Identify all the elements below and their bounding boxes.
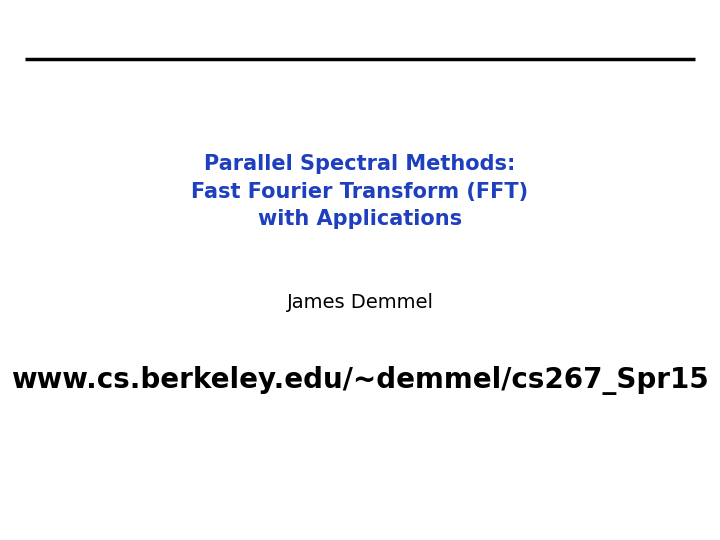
Text: www.cs.berkeley.edu/~demmel/cs267_Spr15: www.cs.berkeley.edu/~demmel/cs267_Spr15 [11, 366, 709, 395]
Text: Parallel Spectral Methods:
Fast Fourier Transform (FFT)
with Applications: Parallel Spectral Methods: Fast Fourier … [192, 154, 528, 229]
Text: James Demmel: James Demmel [287, 293, 433, 312]
